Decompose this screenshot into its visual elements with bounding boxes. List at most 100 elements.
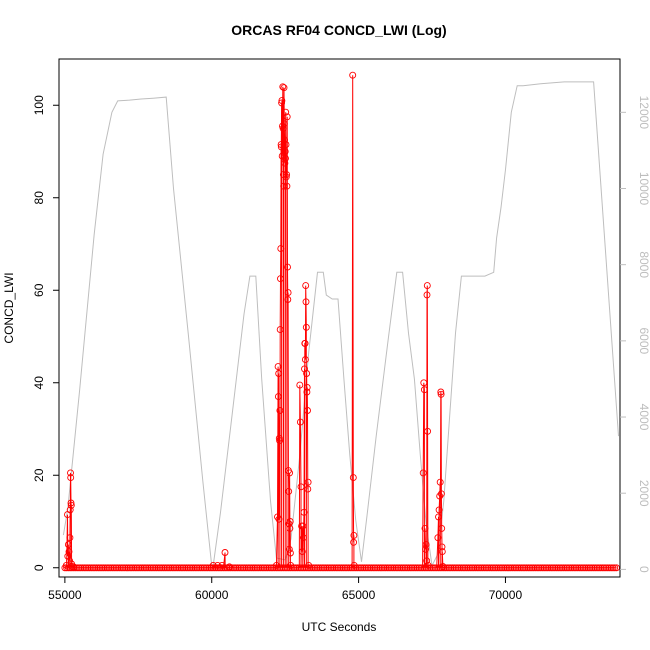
data-point bbox=[304, 407, 311, 414]
data-point bbox=[286, 469, 294, 477]
data-point bbox=[302, 323, 310, 331]
x-axis-label: UTC Seconds bbox=[302, 620, 377, 634]
concd-lwi-series bbox=[61, 71, 620, 572]
data-point bbox=[586, 564, 594, 572]
data-point bbox=[408, 564, 416, 572]
data-point bbox=[422, 545, 430, 553]
data-point bbox=[461, 564, 469, 572]
data-point bbox=[434, 534, 442, 542]
data-point bbox=[359, 564, 367, 572]
data-point bbox=[281, 148, 289, 155]
data-point bbox=[394, 564, 402, 572]
data-point bbox=[158, 564, 166, 572]
data-point bbox=[551, 564, 559, 572]
data-point bbox=[277, 245, 285, 253]
data-point bbox=[302, 282, 310, 290]
data-point bbox=[278, 97, 286, 105]
data-point bbox=[114, 564, 122, 572]
data-point bbox=[591, 564, 599, 572]
data-point bbox=[66, 506, 74, 514]
data-point bbox=[175, 564, 183, 572]
data-point bbox=[281, 136, 289, 144]
data-point bbox=[424, 564, 432, 572]
data-point bbox=[568, 564, 576, 572]
data-point bbox=[531, 564, 539, 572]
data-point bbox=[110, 564, 118, 572]
data-point bbox=[204, 564, 212, 572]
data-point bbox=[128, 564, 136, 572]
plot-frame bbox=[58, 58, 621, 578]
data-point bbox=[66, 534, 74, 542]
data-point bbox=[251, 564, 259, 572]
data-point bbox=[396, 564, 404, 572]
data-point bbox=[190, 564, 197, 572]
data-point bbox=[349, 474, 357, 482]
data-point bbox=[537, 564, 545, 572]
data-point bbox=[275, 515, 283, 523]
data-point bbox=[275, 370, 283, 377]
data-point bbox=[153, 564, 160, 572]
data-point bbox=[436, 492, 444, 500]
data-point bbox=[200, 564, 208, 572]
data-point bbox=[156, 564, 164, 572]
x-tick-label: 60000 bbox=[195, 588, 229, 602]
data-point bbox=[283, 182, 291, 190]
x-tick-label: 55000 bbox=[48, 588, 82, 602]
data-point bbox=[299, 522, 307, 530]
data-point bbox=[278, 564, 286, 572]
data-point bbox=[362, 564, 370, 572]
data-point bbox=[275, 434, 283, 442]
data-point bbox=[280, 120, 288, 128]
data-point bbox=[301, 339, 309, 347]
data-point bbox=[419, 564, 427, 572]
y2-tick-label: 0 bbox=[637, 566, 650, 573]
data-point bbox=[401, 564, 409, 572]
data-point bbox=[350, 531, 358, 539]
data-point bbox=[422, 564, 430, 572]
data-point bbox=[241, 564, 249, 572]
data-point bbox=[316, 564, 324, 572]
altitude-line bbox=[62, 81, 619, 568]
data-point bbox=[348, 564, 356, 572]
data-point bbox=[221, 564, 229, 572]
data-point bbox=[435, 506, 443, 514]
x-tick-label: 70000 bbox=[489, 588, 523, 602]
data-point bbox=[269, 564, 277, 572]
data-point bbox=[181, 564, 189, 572]
data-point bbox=[588, 564, 596, 572]
data-point bbox=[303, 383, 311, 391]
data-point bbox=[484, 564, 492, 572]
data-point bbox=[67, 499, 75, 507]
data-point bbox=[447, 564, 455, 572]
concd-lwi-line bbox=[64, 75, 617, 570]
data-point bbox=[277, 275, 284, 283]
data-point bbox=[207, 564, 215, 572]
data-point bbox=[91, 564, 99, 572]
data-point bbox=[385, 564, 393, 572]
data-point bbox=[93, 564, 101, 572]
data-point bbox=[376, 564, 384, 572]
data-point bbox=[283, 564, 291, 572]
data-point bbox=[503, 564, 511, 572]
data-point bbox=[274, 564, 282, 572]
data-point bbox=[285, 487, 293, 495]
data-point bbox=[544, 564, 552, 572]
data-point bbox=[357, 564, 365, 572]
data-point bbox=[285, 545, 293, 553]
data-point bbox=[353, 564, 361, 572]
data-point bbox=[279, 124, 287, 132]
data-point bbox=[135, 564, 143, 572]
data-point bbox=[438, 543, 446, 551]
data-point bbox=[286, 518, 294, 525]
y2-tick-label: 10000 bbox=[637, 172, 650, 206]
data-point bbox=[322, 564, 330, 572]
data-point bbox=[521, 564, 529, 572]
data-point bbox=[144, 564, 152, 572]
data-point bbox=[276, 326, 284, 334]
data-point bbox=[246, 564, 254, 572]
data-point bbox=[77, 564, 85, 572]
data-point bbox=[399, 564, 407, 572]
data-point bbox=[282, 108, 290, 116]
data-point bbox=[563, 564, 571, 572]
